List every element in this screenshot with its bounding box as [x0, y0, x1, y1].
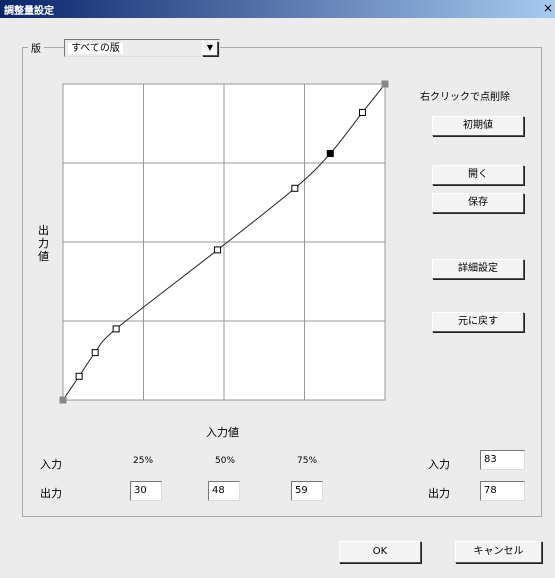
output-75[interactable]: 59 [291, 481, 323, 501]
control-point[interactable] [75, 372, 83, 380]
title: 調整量設定 [4, 6, 54, 17]
input-75: 75% [297, 456, 318, 466]
dropdown-arrow[interactable]: ▼ [202, 41, 218, 56]
plate-value: すべての版 [68, 43, 123, 54]
group [22, 47, 542, 517]
close[interactable]: × [543, 1, 554, 15]
point-input[interactable]: 83 [480, 450, 525, 470]
point-output-label: 出力 [428, 487, 450, 500]
control-point[interactable] [214, 246, 222, 254]
control-point[interactable] [358, 108, 366, 116]
control-point[interactable] [381, 80, 389, 88]
output-50[interactable]: 48 [208, 481, 240, 501]
reset-button[interactable]: 初期値 [432, 116, 524, 136]
ok-button[interactable]: OK [339, 541, 421, 563]
control-point[interactable] [326, 150, 334, 158]
point-output[interactable]: 78 [480, 481, 525, 501]
open-button[interactable]: 開く [432, 165, 524, 185]
input-50: 50% [215, 456, 236, 466]
x-label: 入力値 [206, 426, 239, 439]
detail-button[interactable]: 詳細設定 [432, 259, 524, 279]
output-row-label: 出力 [40, 487, 62, 500]
input-25: 25% [133, 456, 154, 466]
control-point[interactable] [59, 396, 67, 404]
title-bar [0, 0, 555, 18]
undo-button[interactable]: 元に戻す [432, 312, 524, 332]
output-25[interactable]: 30 [130, 481, 162, 501]
input-row-label: 入力 [40, 458, 62, 471]
plate-label: 版 [28, 40, 44, 55]
control-point[interactable] [112, 325, 120, 333]
control-point[interactable] [91, 349, 99, 357]
control-point[interactable] [291, 184, 299, 192]
y-label: 出力値 [38, 224, 49, 263]
hint: 右クリックで点削除 [420, 92, 510, 103]
save-button[interactable]: 保存 [432, 193, 524, 213]
point-input-label: 入力 [428, 458, 450, 471]
cancel-button[interactable]: キャンセル [455, 541, 542, 563]
plate-dropdown[interactable]: すべての版 ▼ [64, 39, 220, 57]
